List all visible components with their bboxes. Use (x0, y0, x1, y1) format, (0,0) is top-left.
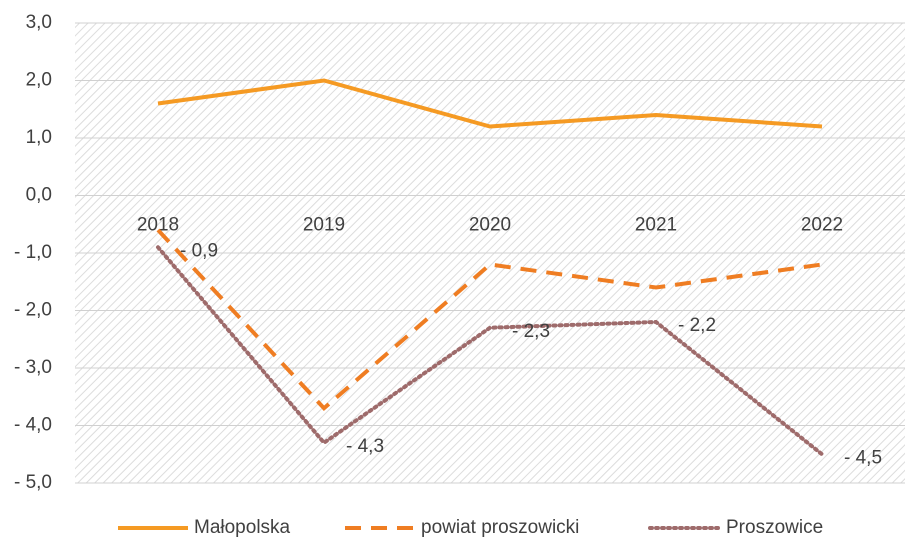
series-line (156, 245, 824, 457)
data-label: - 0,9 (180, 240, 218, 261)
legend-label: Proszowice (726, 517, 823, 538)
x-tick-label: 2018 (137, 215, 179, 236)
y-tick-label: - 3,0 (14, 357, 52, 378)
legend-label: powiat proszowicki (421, 517, 579, 538)
x-tick-label: 2020 (469, 215, 511, 236)
legend-label: Małopolska (194, 517, 291, 538)
y-tick-label: - 2,0 (14, 300, 52, 321)
x-tick-label: 2022 (801, 215, 843, 236)
y-tick-label: - 5,0 (14, 472, 52, 493)
y-tick-label: 3,0 (26, 12, 52, 33)
y-tick-label: - 4,0 (14, 415, 52, 436)
data-label: - 4,5 (844, 447, 882, 468)
data-label: - 4,3 (346, 436, 384, 457)
x-tick-label: 2021 (635, 215, 677, 236)
x-tick-label: 2019 (303, 215, 345, 236)
series-line (157, 78, 823, 129)
y-tick-label: 1,0 (26, 127, 52, 148)
data-label: - 2,3 (512, 321, 550, 342)
y-tick-label: - 1,0 (14, 242, 52, 263)
data-label: - 2,2 (678, 315, 716, 336)
y-tick-label: 2,0 (26, 70, 52, 91)
series-line (156, 228, 823, 412)
y-tick-label: 0,0 (26, 185, 52, 206)
